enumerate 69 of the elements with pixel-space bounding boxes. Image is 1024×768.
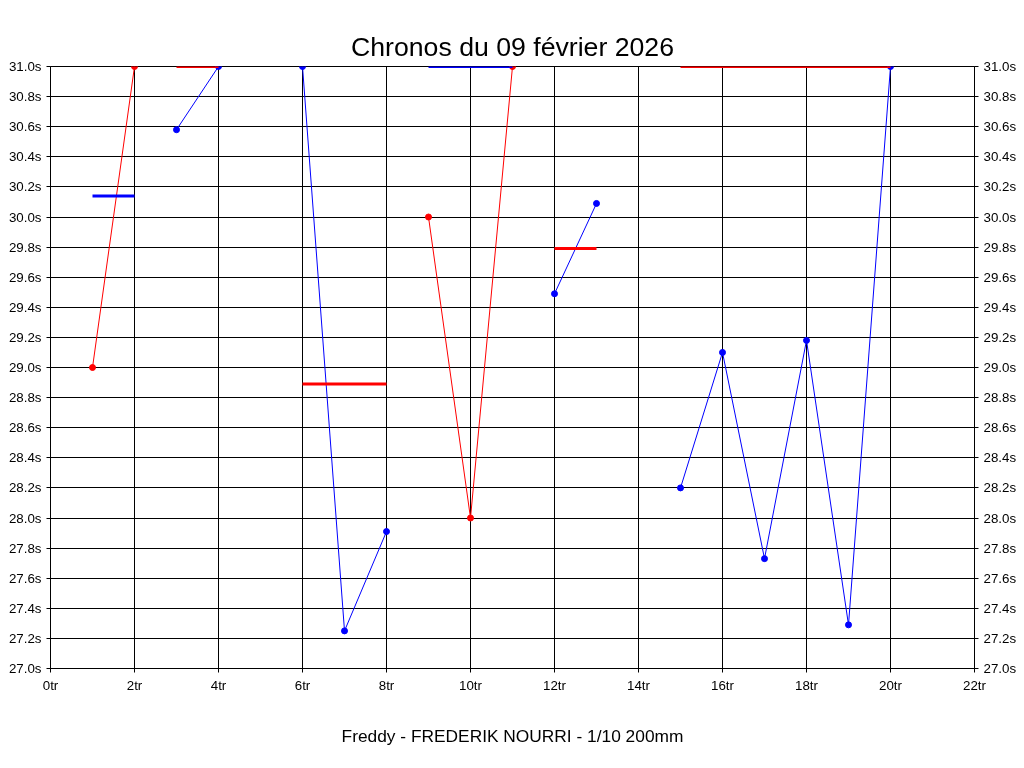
- y-tick-label: 27.4s: [8, 600, 42, 616]
- y-tick-label: 27.8s: [8, 540, 42, 556]
- x-axis-title: Freddy - FREDERIK NOURRI - 1/10 200mm: [341, 725, 684, 746]
- y2-tick-label: 29.4s: [983, 299, 1017, 315]
- point: [467, 514, 474, 522]
- x-tick-label: 20tr: [879, 677, 903, 693]
- y-tick-label: 29.2s: [8, 329, 42, 345]
- y-tick-label: 29.8s: [8, 239, 42, 255]
- y-tick-label: 30.0s: [8, 209, 42, 225]
- y2-tick-label: 28.2s: [983, 480, 1017, 496]
- y-tick-label: 27.0s: [8, 661, 42, 676]
- y2-tick-label: 30.6s: [983, 119, 1017, 135]
- y2-tick-label: 27.8s: [983, 540, 1017, 556]
- point: [761, 555, 768, 563]
- y-tick-label: 29.4s: [8, 299, 42, 315]
- x-tick-label: 4tr: [210, 677, 227, 693]
- x-tick-label: 6tr: [294, 677, 311, 693]
- y2-tick-label: 27.6s: [983, 570, 1017, 586]
- y2-tick-label: 30.4s: [983, 149, 1017, 165]
- y2-tick-label: 28.4s: [983, 450, 1017, 466]
- point: [803, 336, 810, 344]
- x-tick-label: 16tr: [711, 677, 735, 693]
- y-tick-label: 29.0s: [8, 360, 42, 375]
- x-tick-label: 10tr: [459, 677, 483, 693]
- y-tick-label: 28.6s: [8, 420, 42, 436]
- y-tick-label: 30.8s: [8, 89, 42, 105]
- x-tick-label: 8tr: [378, 677, 395, 693]
- y2-tick-label: 29.2s: [983, 329, 1017, 345]
- point: [719, 348, 726, 356]
- y-tick-label: 28.2s: [8, 480, 42, 496]
- x-tick-label: 14tr: [627, 677, 651, 693]
- x-tick-label: 18tr: [795, 677, 819, 693]
- point: [425, 213, 432, 221]
- y-tick-label: 28.8s: [8, 390, 42, 406]
- y2-tick-label: 30.2s: [983, 179, 1017, 195]
- y2-tick-label: 29.6s: [983, 269, 1017, 285]
- y-tick-label: 30.2s: [8, 179, 42, 195]
- y-tick-label: 28.0s: [8, 510, 42, 526]
- y2-tick-label: 28.0s: [983, 510, 1017, 526]
- point: [341, 627, 348, 635]
- y2-tick-label: 27.0s: [983, 661, 1017, 676]
- y-tick-label: 28.4s: [8, 450, 42, 466]
- point: [593, 199, 600, 207]
- y-tick-label: 30.4s: [8, 149, 42, 165]
- point: [845, 621, 852, 629]
- y2-tick-label: 29.0s: [983, 360, 1017, 375]
- y2-tick-label: 30.0s: [983, 209, 1017, 225]
- point: [677, 484, 684, 492]
- point: [551, 290, 558, 298]
- x-tick-label: 22tr: [963, 677, 987, 693]
- point: [383, 528, 390, 536]
- point: [89, 364, 96, 371]
- point: [173, 126, 180, 134]
- y2-tick-label: 31.0s: [983, 59, 1017, 74]
- chart-title: Chronos du 09 février 2026: [350, 31, 675, 62]
- y-tick-label: 31.0s: [8, 59, 42, 74]
- y-tick-label: 27.2s: [8, 630, 42, 646]
- y2-tick-label: 30.8s: [983, 89, 1017, 105]
- y2-tick-label: 28.6s: [983, 420, 1017, 436]
- y2-tick-label: 28.8s: [983, 390, 1017, 406]
- y2-tick-label: 29.8s: [983, 239, 1017, 255]
- x-tick-label: 2tr: [126, 677, 143, 693]
- y-tick-label: 27.6s: [8, 570, 42, 586]
- x-tick-label: 12tr: [543, 677, 567, 693]
- y-tick-label: 30.6s: [8, 119, 42, 135]
- y2-tick-label: 27.2s: [983, 630, 1017, 646]
- y-tick-label: 29.6s: [8, 269, 42, 285]
- x-tick-label: 0tr: [42, 677, 59, 693]
- y2-tick-label: 27.4s: [983, 600, 1017, 616]
